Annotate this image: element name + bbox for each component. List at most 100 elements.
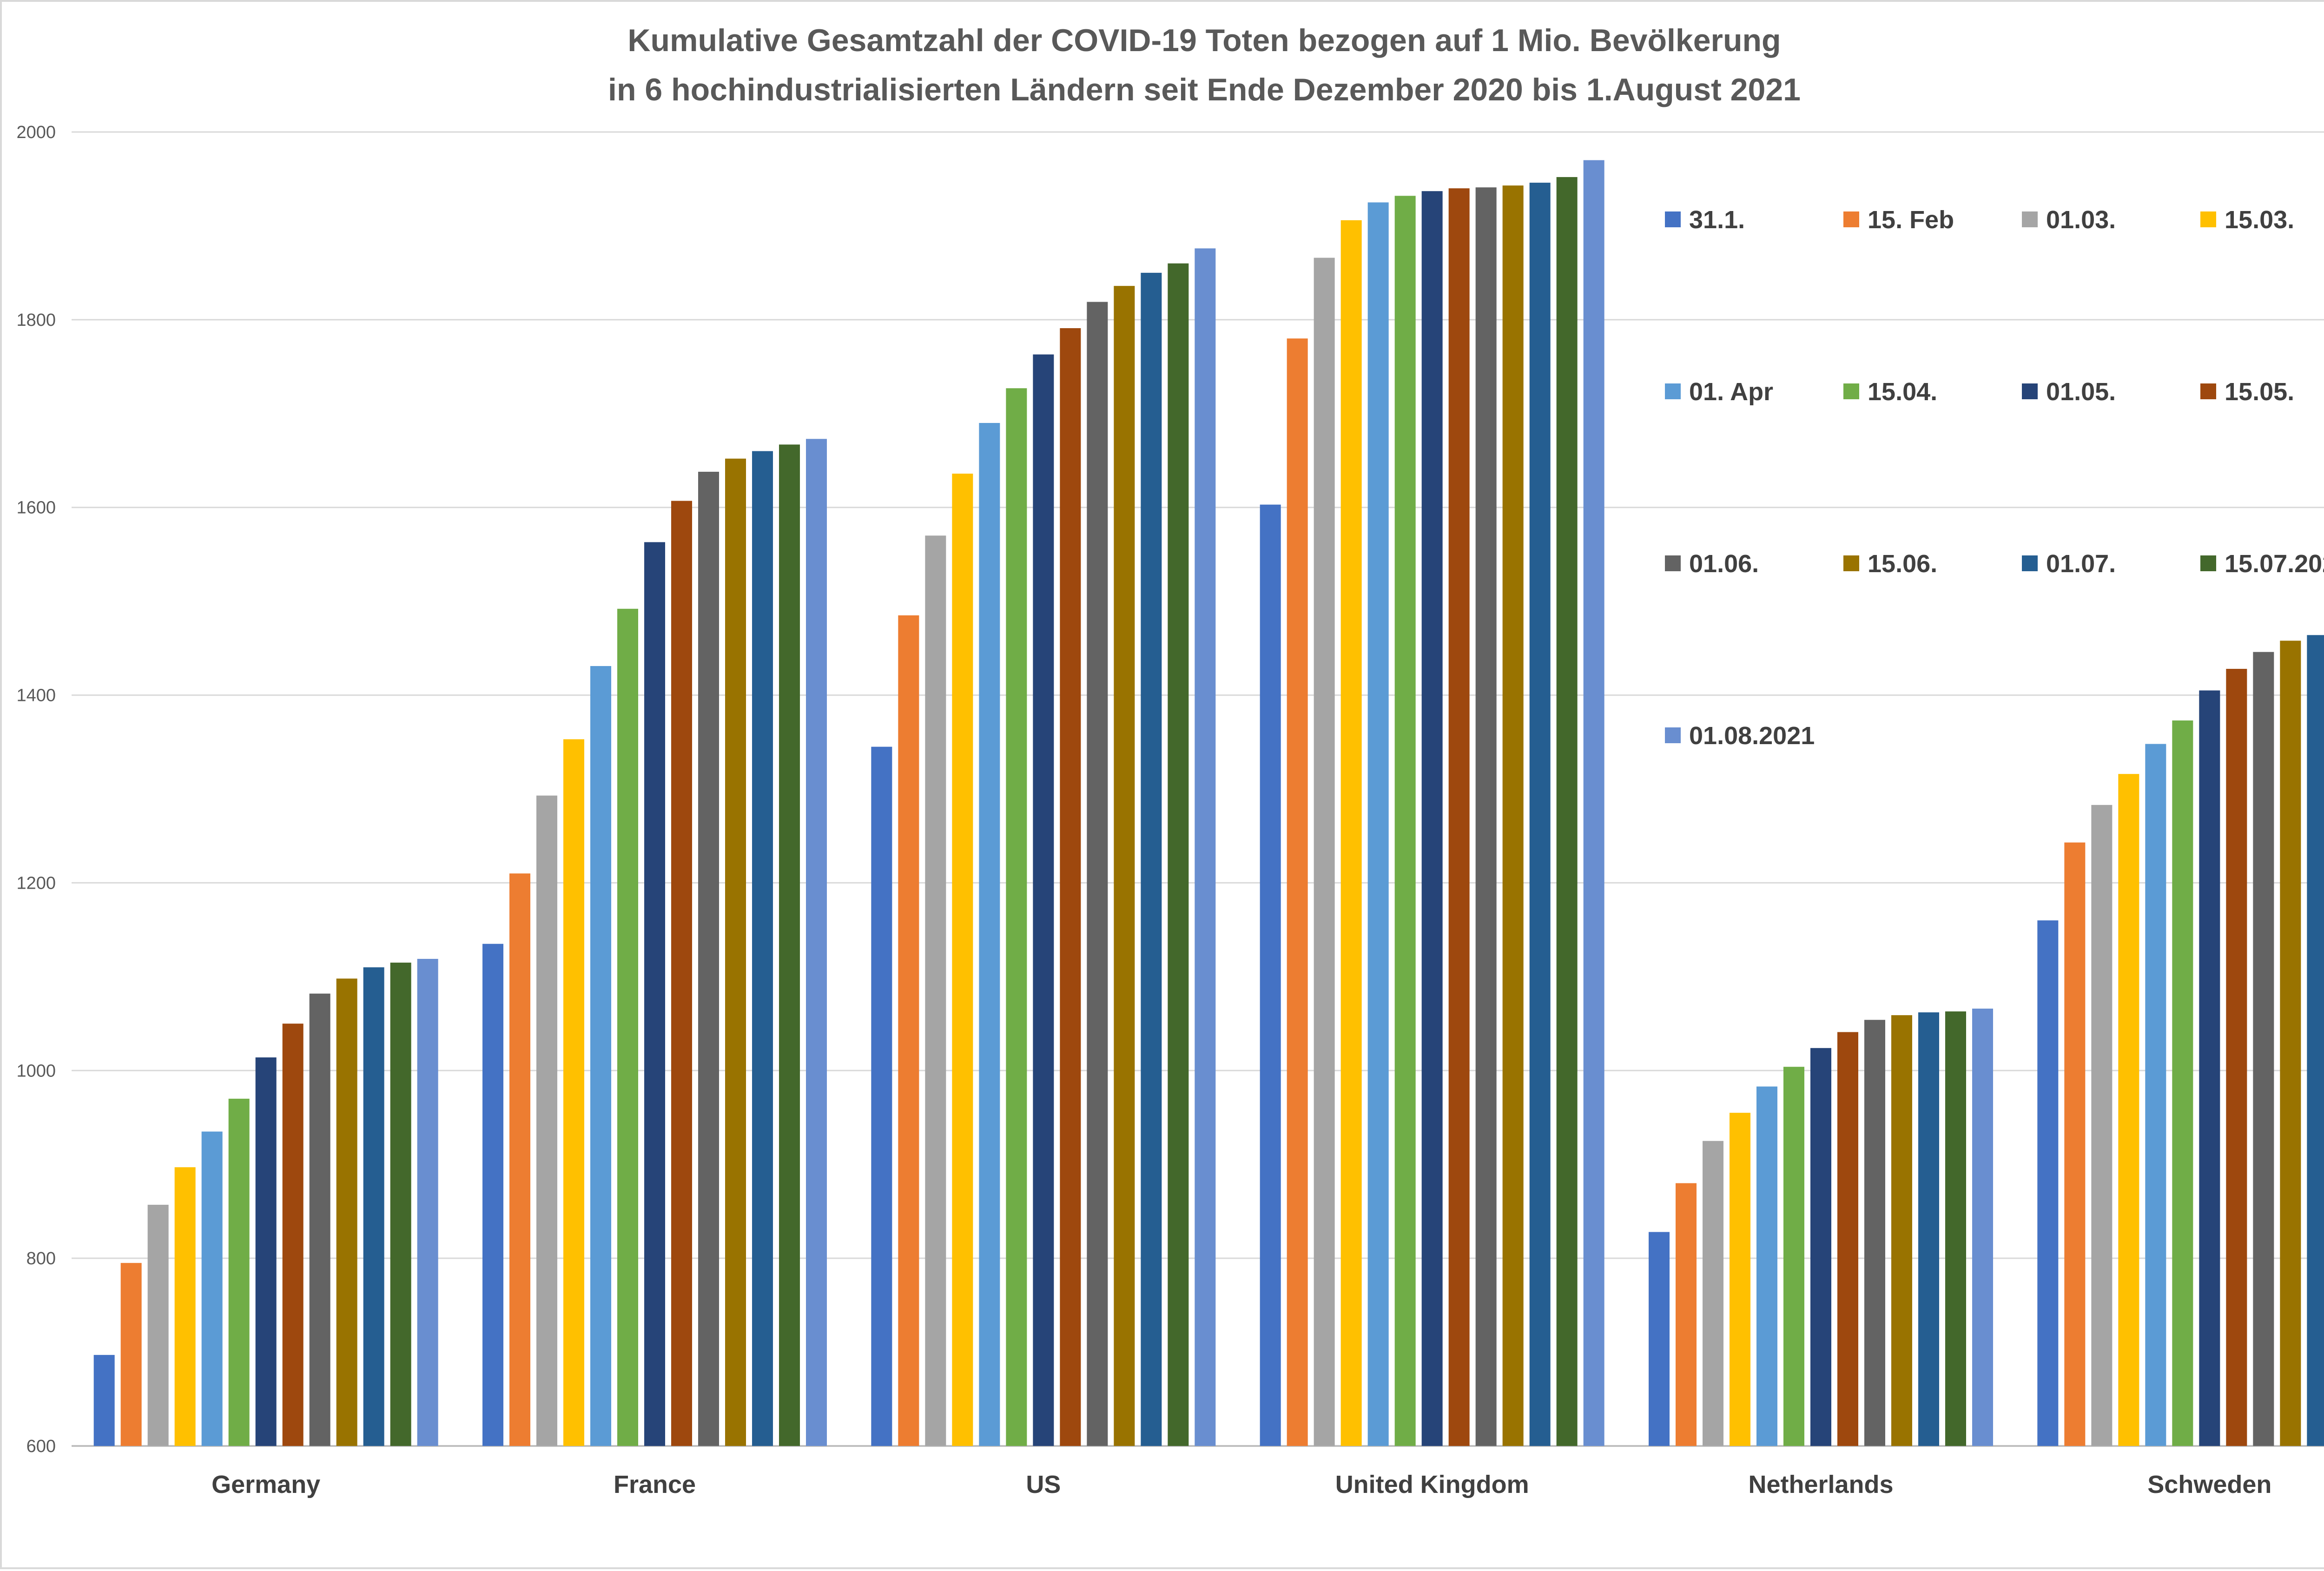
bar <box>644 542 665 1446</box>
bar <box>1703 1141 1723 1446</box>
bar <box>1810 1048 1831 1446</box>
bar <box>282 1023 304 1446</box>
bar <box>1972 1009 1993 1446</box>
legend-swatch <box>2200 555 2216 571</box>
bar <box>1502 185 1524 1446</box>
x-tick-label: United Kingdom <box>1335 1471 1529 1498</box>
bar <box>617 608 638 1446</box>
legend-swatch <box>2200 211 2216 227</box>
bar <box>1141 272 1162 1446</box>
bar <box>952 474 973 1446</box>
chart-title: Kumulative Gesamtzahl der COVID-19 Toten… <box>627 23 1781 58</box>
bar <box>1556 177 1578 1446</box>
bar <box>1730 1113 1750 1446</box>
legend-swatch <box>1843 211 1859 227</box>
bar <box>1891 1015 1912 1446</box>
y-tick-label: 1600 <box>16 498 56 518</box>
gridlines <box>72 131 2324 1447</box>
bar <box>1864 1020 1885 1446</box>
bar <box>1583 160 1604 1446</box>
bar <box>536 795 557 1446</box>
bar <box>725 458 746 1446</box>
legend-label: 15.03. <box>2225 206 2294 234</box>
bar <box>925 535 946 1446</box>
x-tick-label: Netherlands <box>1748 1471 1893 1498</box>
y-tick-label: 600 <box>26 1437 56 1456</box>
x-tick-label: US <box>1026 1471 1061 1498</box>
bar <box>1114 286 1135 1446</box>
legend-label: 01.06. <box>1689 550 1759 578</box>
bar <box>1676 1183 1697 1446</box>
bar <box>482 944 503 1446</box>
bar <box>1783 1067 1804 1446</box>
legend-swatch <box>1665 555 1681 571</box>
bar <box>255 1057 277 1446</box>
bar <box>871 746 892 1446</box>
y-tick-label: 1200 <box>16 873 56 893</box>
legend-label: 15.07.2021 <box>2225 550 2324 578</box>
bar <box>1475 187 1497 1446</box>
bar <box>2172 720 2193 1446</box>
bar <box>898 615 919 1446</box>
bar <box>1529 183 1551 1446</box>
legend-swatch <box>2022 555 2038 571</box>
bar <box>1421 191 1443 1446</box>
bar <box>563 739 584 1446</box>
bar <box>1033 354 1054 1446</box>
bar <box>147 1205 169 1446</box>
legend-swatch <box>2022 383 2038 399</box>
legend: 31.1. 15. Feb 01.03. 15.03. 01. Apr 15.04. 01.… <box>1665 206 2324 750</box>
bar <box>93 1355 115 1446</box>
legend-swatch <box>1843 555 1859 571</box>
bar <box>590 666 611 1446</box>
bar <box>2118 774 2139 1446</box>
bar <box>2064 842 2086 1446</box>
bar <box>2307 635 2324 1446</box>
bar <box>1195 248 1216 1446</box>
bar <box>1087 302 1108 1446</box>
bar <box>2091 805 2113 1446</box>
x-axis: Germany France US United Kingdom Netherlands… <box>211 1471 2271 1498</box>
bar <box>228 1098 250 1446</box>
legend-label: 31.1. <box>1689 206 1745 234</box>
bar <box>1394 196 1416 1446</box>
y-tick-label: 1400 <box>16 686 56 706</box>
bar <box>2145 744 2166 1446</box>
x-tick-label: France <box>614 1471 696 1498</box>
bar <box>779 444 800 1446</box>
bar <box>120 1263 142 1446</box>
bar <box>1367 202 1389 1446</box>
bar <box>174 1167 196 1446</box>
bar <box>1060 328 1081 1446</box>
bars <box>93 160 2324 1446</box>
legend-label: 15. Feb <box>1868 206 1954 234</box>
legend-swatch <box>2022 211 2038 227</box>
legend-label: 01. Apr <box>1689 378 1773 406</box>
legend-label: 01.05. <box>2046 378 2116 406</box>
bar <box>1918 1012 1939 1446</box>
bar <box>806 439 827 1446</box>
legend-label: 01.07. <box>2046 550 2116 578</box>
y-tick-label: 2000 <box>16 123 56 142</box>
x-tick-label: Germany <box>211 1471 320 1498</box>
y-tick-label: 800 <box>26 1249 56 1268</box>
bar <box>671 501 692 1446</box>
y-tick-label: 1800 <box>16 310 56 330</box>
chart-subtitle: in 6 hochindustrialisierten Ländern seit… <box>608 72 1801 107</box>
bar <box>1945 1011 1966 1446</box>
bar <box>1756 1086 1777 1446</box>
bar <box>2037 920 2059 1446</box>
bar <box>2199 690 2220 1446</box>
bar <box>2280 640 2301 1446</box>
bar <box>417 958 438 1446</box>
bar <box>1260 504 1281 1446</box>
bar <box>698 471 719 1446</box>
bar <box>979 422 1000 1446</box>
legend-label: 15.05. <box>2225 378 2294 406</box>
legend-label: 15.06. <box>1868 550 1937 578</box>
bar <box>1314 257 1335 1446</box>
bar <box>309 993 330 1446</box>
bar <box>1340 220 1362 1446</box>
y-axis: 600 800 1000 1200 1400 1600 1800 2000 <box>16 123 56 1456</box>
